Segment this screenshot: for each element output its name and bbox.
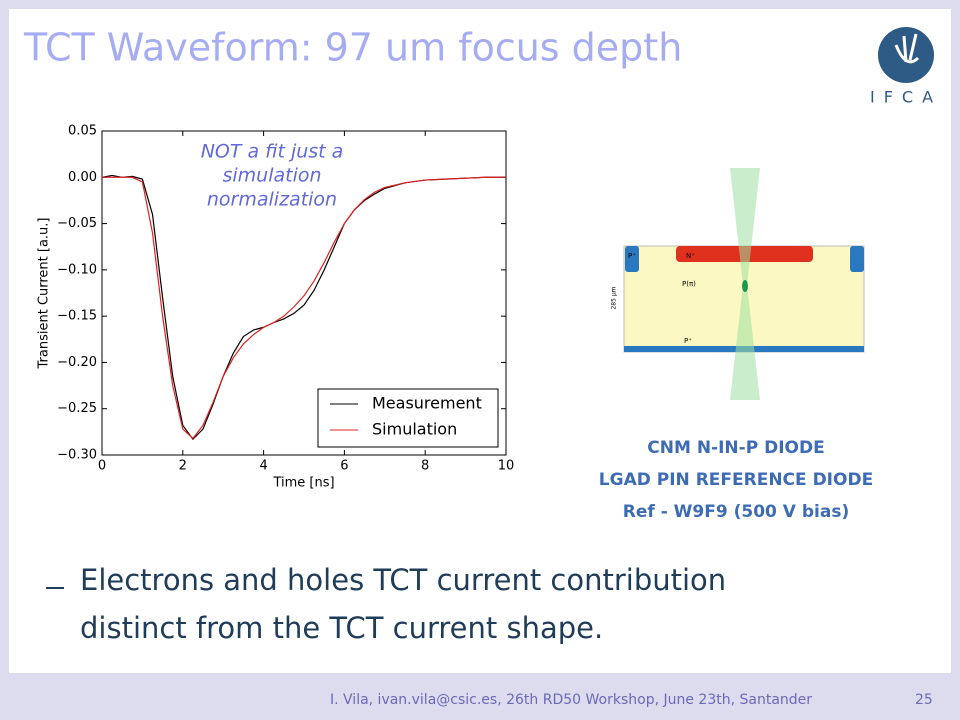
y-axis-label: Transient Current [a.u.] (37, 217, 52, 369)
diode-label: P⁺ (628, 252, 636, 260)
y-tick-label: −0.30 (57, 448, 97, 463)
slide-title: TCT Waveform: 97 um focus depth (23, 26, 682, 70)
diode-label: N⁺ (686, 252, 695, 260)
y-tick-label: −0.20 (57, 355, 97, 370)
logo-text: IFCA (870, 88, 942, 107)
laser-focus (742, 280, 748, 292)
annotation: simulation (222, 165, 321, 187)
y-tick-label: −0.25 (57, 401, 97, 416)
diode-label: P⁺ (684, 337, 692, 345)
plot: 0.05 0.00 −0.05 −0.10 −0.15 −0.20 −0.25 −0.300 2… (37, 124, 515, 491)
diode-label: 285 μm (611, 286, 618, 309)
page-number: 25 (915, 692, 933, 708)
diode-diagram: P⁺ N⁺ P(π) 285 μm P⁺ (611, 168, 865, 400)
caption-line: Ref - W9F9 (500 V bias) (623, 502, 849, 522)
x-tick-label: 0 (98, 459, 106, 474)
legend-label: Simulation (372, 420, 457, 439)
y-tick-label: −0.05 (57, 216, 97, 231)
series-line (102, 176, 506, 440)
p-edge (850, 246, 864, 272)
x-tick-label: 10 (498, 459, 515, 474)
y-tick-label: −0.10 (57, 262, 97, 277)
plot-frame (101, 130, 507, 456)
logo-glyph (894, 33, 920, 64)
footer: I. Vila, ivan.vila@csic.es, 26th RD50 Wo… (330, 692, 812, 708)
bullet-text: Electrons and holes TCT current contribu… (80, 563, 726, 597)
annotation: normalization (207, 189, 337, 211)
legend-box (317, 388, 499, 448)
p-edge (625, 246, 639, 272)
y-tick-label: −0.15 (57, 309, 97, 324)
x-tick-label: 6 (340, 459, 348, 474)
x-tick-label: 2 (179, 459, 187, 474)
caption: CNM N-IN-P DIODE LGAD PIN REFERENCE DIOD… (599, 438, 873, 522)
x-tick-label: 4 (259, 459, 267, 474)
x-tick-label: 8 (421, 459, 429, 474)
y-tick-label: 0.05 (68, 124, 97, 139)
bullet-text: distinct from the TCT current shape. (80, 611, 603, 645)
annotation: NOT a fit just a (201, 141, 344, 163)
diode-label: P(π) (682, 280, 696, 288)
caption-line: LGAD PIN REFERENCE DIODE (599, 470, 873, 490)
legend-label: Measurement (372, 394, 482, 413)
x-axis-label: Time [ns] (272, 476, 334, 491)
caption-line: CNM N-IN-P DIODE (647, 438, 824, 458)
y-tick-label: 0.00 (68, 170, 97, 185)
